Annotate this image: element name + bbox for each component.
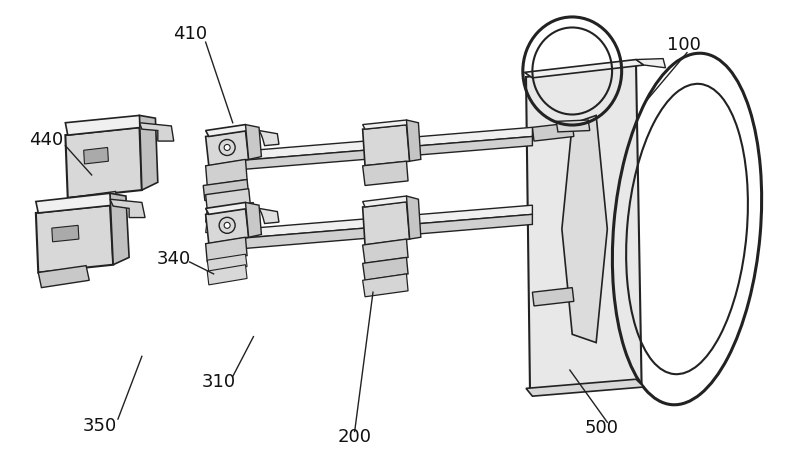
Polygon shape [363, 161, 408, 185]
Polygon shape [206, 125, 249, 136]
Polygon shape [526, 379, 644, 396]
Text: 440: 440 [29, 131, 63, 149]
Polygon shape [65, 127, 142, 198]
Polygon shape [636, 59, 665, 68]
Polygon shape [363, 274, 408, 297]
Polygon shape [207, 265, 247, 285]
Polygon shape [363, 257, 408, 280]
Polygon shape [524, 60, 644, 78]
Polygon shape [207, 254, 247, 273]
Circle shape [224, 222, 230, 229]
Polygon shape [203, 180, 249, 201]
Polygon shape [38, 266, 89, 288]
Polygon shape [231, 127, 532, 161]
Text: 310: 310 [202, 373, 236, 392]
Text: 200: 200 [338, 428, 371, 447]
Polygon shape [206, 202, 249, 214]
Polygon shape [231, 205, 532, 239]
Polygon shape [363, 239, 408, 263]
Polygon shape [139, 123, 174, 141]
Polygon shape [532, 123, 574, 141]
Polygon shape [206, 237, 247, 262]
Polygon shape [36, 205, 113, 273]
Polygon shape [363, 125, 410, 166]
Polygon shape [363, 202, 410, 245]
Polygon shape [206, 216, 231, 233]
Polygon shape [231, 213, 253, 230]
Polygon shape [206, 208, 249, 244]
Polygon shape [406, 120, 421, 161]
Text: 340: 340 [157, 250, 190, 268]
Polygon shape [206, 131, 249, 166]
Polygon shape [84, 147, 108, 164]
Polygon shape [231, 202, 253, 219]
Polygon shape [363, 196, 410, 207]
Polygon shape [231, 136, 532, 170]
Text: 410: 410 [173, 25, 206, 44]
Polygon shape [52, 225, 79, 242]
Polygon shape [110, 199, 145, 218]
Polygon shape [556, 120, 590, 132]
Text: 350: 350 [83, 417, 116, 435]
Polygon shape [36, 193, 113, 213]
Text: 500: 500 [585, 419, 618, 437]
Polygon shape [139, 115, 158, 190]
Polygon shape [259, 131, 279, 146]
Polygon shape [206, 205, 231, 222]
Polygon shape [68, 191, 118, 212]
Polygon shape [206, 189, 250, 210]
Polygon shape [562, 115, 607, 343]
Polygon shape [245, 125, 261, 159]
Polygon shape [406, 196, 421, 239]
Polygon shape [363, 120, 410, 129]
Polygon shape [65, 115, 142, 135]
Polygon shape [245, 202, 261, 237]
Polygon shape [526, 63, 642, 392]
Polygon shape [532, 288, 574, 306]
Polygon shape [206, 159, 247, 185]
Polygon shape [231, 214, 532, 250]
Text: 100: 100 [667, 36, 701, 54]
Circle shape [224, 144, 230, 151]
Polygon shape [110, 193, 129, 265]
Polygon shape [259, 208, 279, 224]
